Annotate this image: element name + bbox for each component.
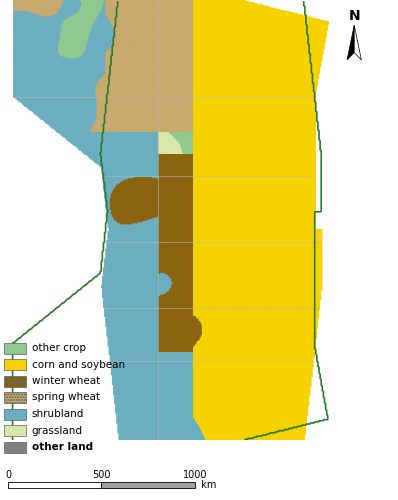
Text: winter wheat: winter wheat [32, 376, 100, 386]
Text: grassland: grassland [32, 426, 83, 436]
Text: other crop: other crop [32, 343, 86, 353]
Text: corn and soybean: corn and soybean [32, 360, 125, 370]
Text: other land: other land [32, 442, 93, 452]
Text: spring wheat: spring wheat [32, 392, 100, 402]
Text: N: N [348, 8, 360, 22]
Text: 1000: 1000 [183, 470, 207, 480]
Text: 500: 500 [92, 470, 111, 480]
Text: km: km [195, 480, 217, 490]
Text: 0: 0 [5, 470, 11, 480]
Text: shrubland: shrubland [32, 409, 84, 419]
